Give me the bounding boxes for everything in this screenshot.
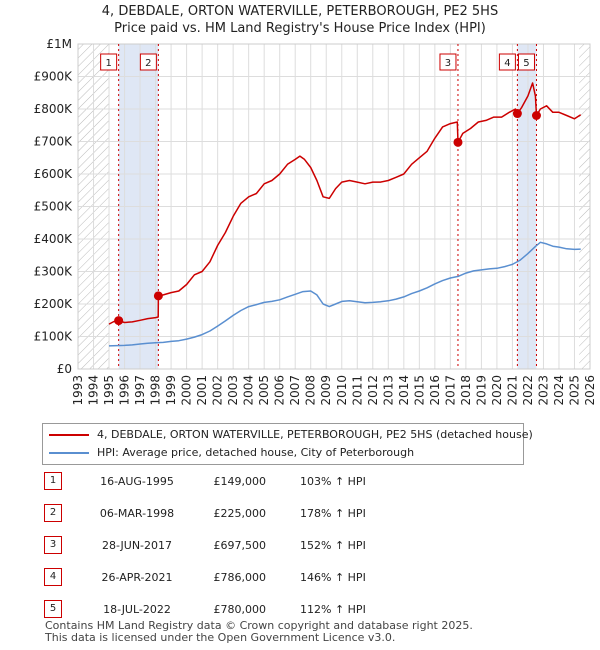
- sale-point: [512, 109, 522, 119]
- sale-marker-label: 2: [145, 58, 151, 69]
- hpi-line: [108, 241, 581, 347]
- y-tick-label: £200K: [34, 297, 74, 311]
- legend: 4, DEBDALE, ORTON WATERVILLE, PETERBOROU…: [42, 423, 533, 465]
- sale-price: £225,000: [213, 507, 267, 520]
- sale-date: 16-AUG-1995: [100, 475, 174, 488]
- y-tick-label: £600K: [34, 167, 74, 181]
- x-tick-label: 1994: [87, 375, 101, 406]
- sale-marker: 2: [44, 504, 62, 522]
- footer-copyright: Contains HM Land Registry data © Crown c…: [45, 619, 473, 632]
- sale-date: 18-JUL-2022: [103, 603, 171, 616]
- x-tick-label: 2015: [412, 375, 426, 406]
- sale-marker-box: [498, 53, 516, 71]
- x-tick-label: 2025: [567, 375, 581, 406]
- sale-marker-label: 3: [445, 58, 451, 69]
- x-tick-label: 2003: [226, 375, 240, 406]
- sale-marker: 1: [44, 472, 62, 490]
- x-tick-label: 1999: [164, 375, 178, 406]
- sale-hpi-change: 152% ↑ HPI: [300, 539, 366, 552]
- x-tick-label: 2013: [381, 375, 395, 406]
- x-tick-label: 1998: [149, 375, 163, 406]
- sale-date: 06-MAR-1998: [99, 507, 175, 520]
- legend-item-property: 4, DEBDALE, ORTON WATERVILLE, PETERBOROU…: [49, 426, 533, 444]
- x-tick-label: 2008: [304, 375, 318, 406]
- sale-marker-box: [139, 53, 157, 71]
- y-tick-label: £0: [57, 362, 72, 376]
- x-tick-label: 2009: [319, 375, 333, 406]
- x-tick-label: 2002: [211, 375, 225, 406]
- x-tick-label: 2007: [288, 375, 302, 406]
- x-tick-label: 1997: [133, 375, 147, 406]
- sale-marker-box: [439, 53, 457, 71]
- x-tick-label: 2000: [180, 375, 194, 406]
- sale-date: 26-APR-2021: [101, 571, 173, 584]
- sale-hpi-change: 146% ↑ HPI: [300, 571, 366, 584]
- sale-marker: 5: [44, 600, 62, 618]
- sale-marker-box: [100, 53, 118, 71]
- price-chart: £0 £100K £200K £300K £400K £500K £600K £700K £80…: [34, 37, 597, 406]
- x-tick-label: 2010: [335, 375, 349, 406]
- footer-licence: This data is licensed under the Open Gov…: [45, 631, 396, 644]
- x-tick-label: 1996: [118, 375, 132, 406]
- sale-hpi-change: 103% ↑ HPI: [300, 475, 366, 488]
- y-tick-label: £100K: [34, 330, 74, 344]
- sale-hpi-change: 112% ↑ HPI: [300, 603, 366, 616]
- x-tick-label: 2011: [350, 375, 364, 406]
- sale-date: 28-JUN-2017: [101, 539, 173, 552]
- y-tick-label: £800K: [34, 102, 74, 116]
- chart-subtitle: Price paid vs. HM Land Registry's House …: [114, 21, 486, 36]
- y-tick-label: £700K: [34, 135, 74, 149]
- legend-swatch-hpi: [49, 452, 89, 454]
- x-tick-label: 2014: [397, 375, 411, 406]
- x-tick-label: 2023: [536, 375, 550, 406]
- x-tick-label: 1993: [71, 375, 85, 406]
- chart-title: 4, DEBDALE, ORTON WATERVILLE, PETERBOROU…: [101, 4, 499, 19]
- legend-label-hpi: HPI: Average price, detached house, City…: [97, 446, 415, 459]
- sale-marker: 3: [44, 536, 62, 554]
- x-tick-label: 2005: [257, 375, 271, 406]
- x-tick-label: 2019: [474, 375, 488, 406]
- x-tick-label: 2022: [521, 375, 535, 406]
- x-tick-label: 2021: [505, 375, 519, 406]
- sale-point: [531, 111, 541, 120]
- x-tick-label: 2016: [428, 375, 442, 406]
- sale-price: £697,500: [213, 539, 267, 552]
- sale-marker-box: [517, 53, 535, 71]
- legend-item-hpi: HPI: Average price, detached house, City…: [49, 444, 414, 462]
- x-tick-label: 2001: [195, 375, 209, 406]
- y-tick-label: £1M: [46, 37, 72, 51]
- y-tick-label: £900K: [34, 70, 74, 84]
- sale-marker-label: 1: [105, 58, 111, 69]
- y-tick-label: £300K: [34, 265, 74, 279]
- y-tick-label: £400K: [34, 232, 74, 246]
- x-tick-label: 2024: [552, 375, 566, 406]
- y-tick-label: £500K: [34, 200, 74, 214]
- x-tick-label: 2018: [459, 375, 473, 406]
- sale-marker-label: 4: [504, 58, 510, 69]
- sale-marker: 4: [44, 568, 62, 586]
- x-tick-label: 2006: [273, 375, 287, 406]
- x-tick-label: 2020: [490, 375, 504, 406]
- legend-swatch-property: [49, 434, 89, 436]
- x-tick-label: 2026: [583, 375, 597, 406]
- sale-marker-label: 5: [523, 58, 529, 69]
- plot-border: [77, 43, 591, 370]
- sale-price: £786,000: [213, 571, 267, 584]
- x-tick-label: 2004: [242, 375, 256, 406]
- sale-price: £780,000: [213, 603, 267, 616]
- legend-label-property: 4, DEBDALE, ORTON WATERVILLE, PETERBOROU…: [97, 428, 533, 441]
- x-tick-label: 2017: [443, 375, 457, 406]
- sale-price: £149,000: [213, 475, 267, 488]
- sale-point: [153, 291, 163, 301]
- x-tick-label: 1995: [102, 375, 116, 406]
- sale-point: [114, 316, 124, 326]
- sale-hpi-change: 178% ↑ HPI: [300, 507, 366, 520]
- sale-point: [453, 137, 463, 147]
- x-tick-label: 2012: [366, 375, 380, 406]
